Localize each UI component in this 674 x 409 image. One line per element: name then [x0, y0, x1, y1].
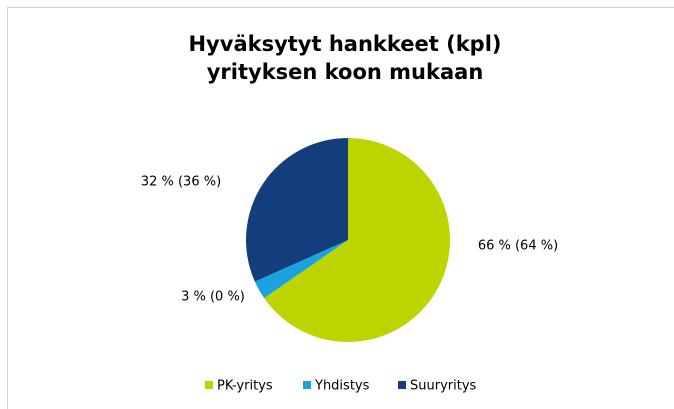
chart-title: yrityksen koon mukaan: [207, 60, 484, 84]
data-label: 32 % (36 %): [141, 175, 221, 190]
chart-title: Hyväksytyt hankkeet (kpl): [188, 32, 501, 56]
legend-label: PK-yritys: [217, 379, 273, 394]
legend-label: Suuryritys: [410, 379, 477, 394]
data-label: 66 % (64 %): [478, 239, 558, 254]
legend-swatch: [398, 381, 406, 389]
pie-slice: [245, 138, 348, 282]
data-label: 3 % (0 %): [181, 290, 245, 305]
pie-slice: [254, 240, 348, 299]
legend-swatch: [205, 381, 213, 389]
pie-slice: [264, 138, 451, 343]
legend-swatch: [303, 381, 311, 389]
legend-label: Yhdistys: [314, 379, 370, 394]
